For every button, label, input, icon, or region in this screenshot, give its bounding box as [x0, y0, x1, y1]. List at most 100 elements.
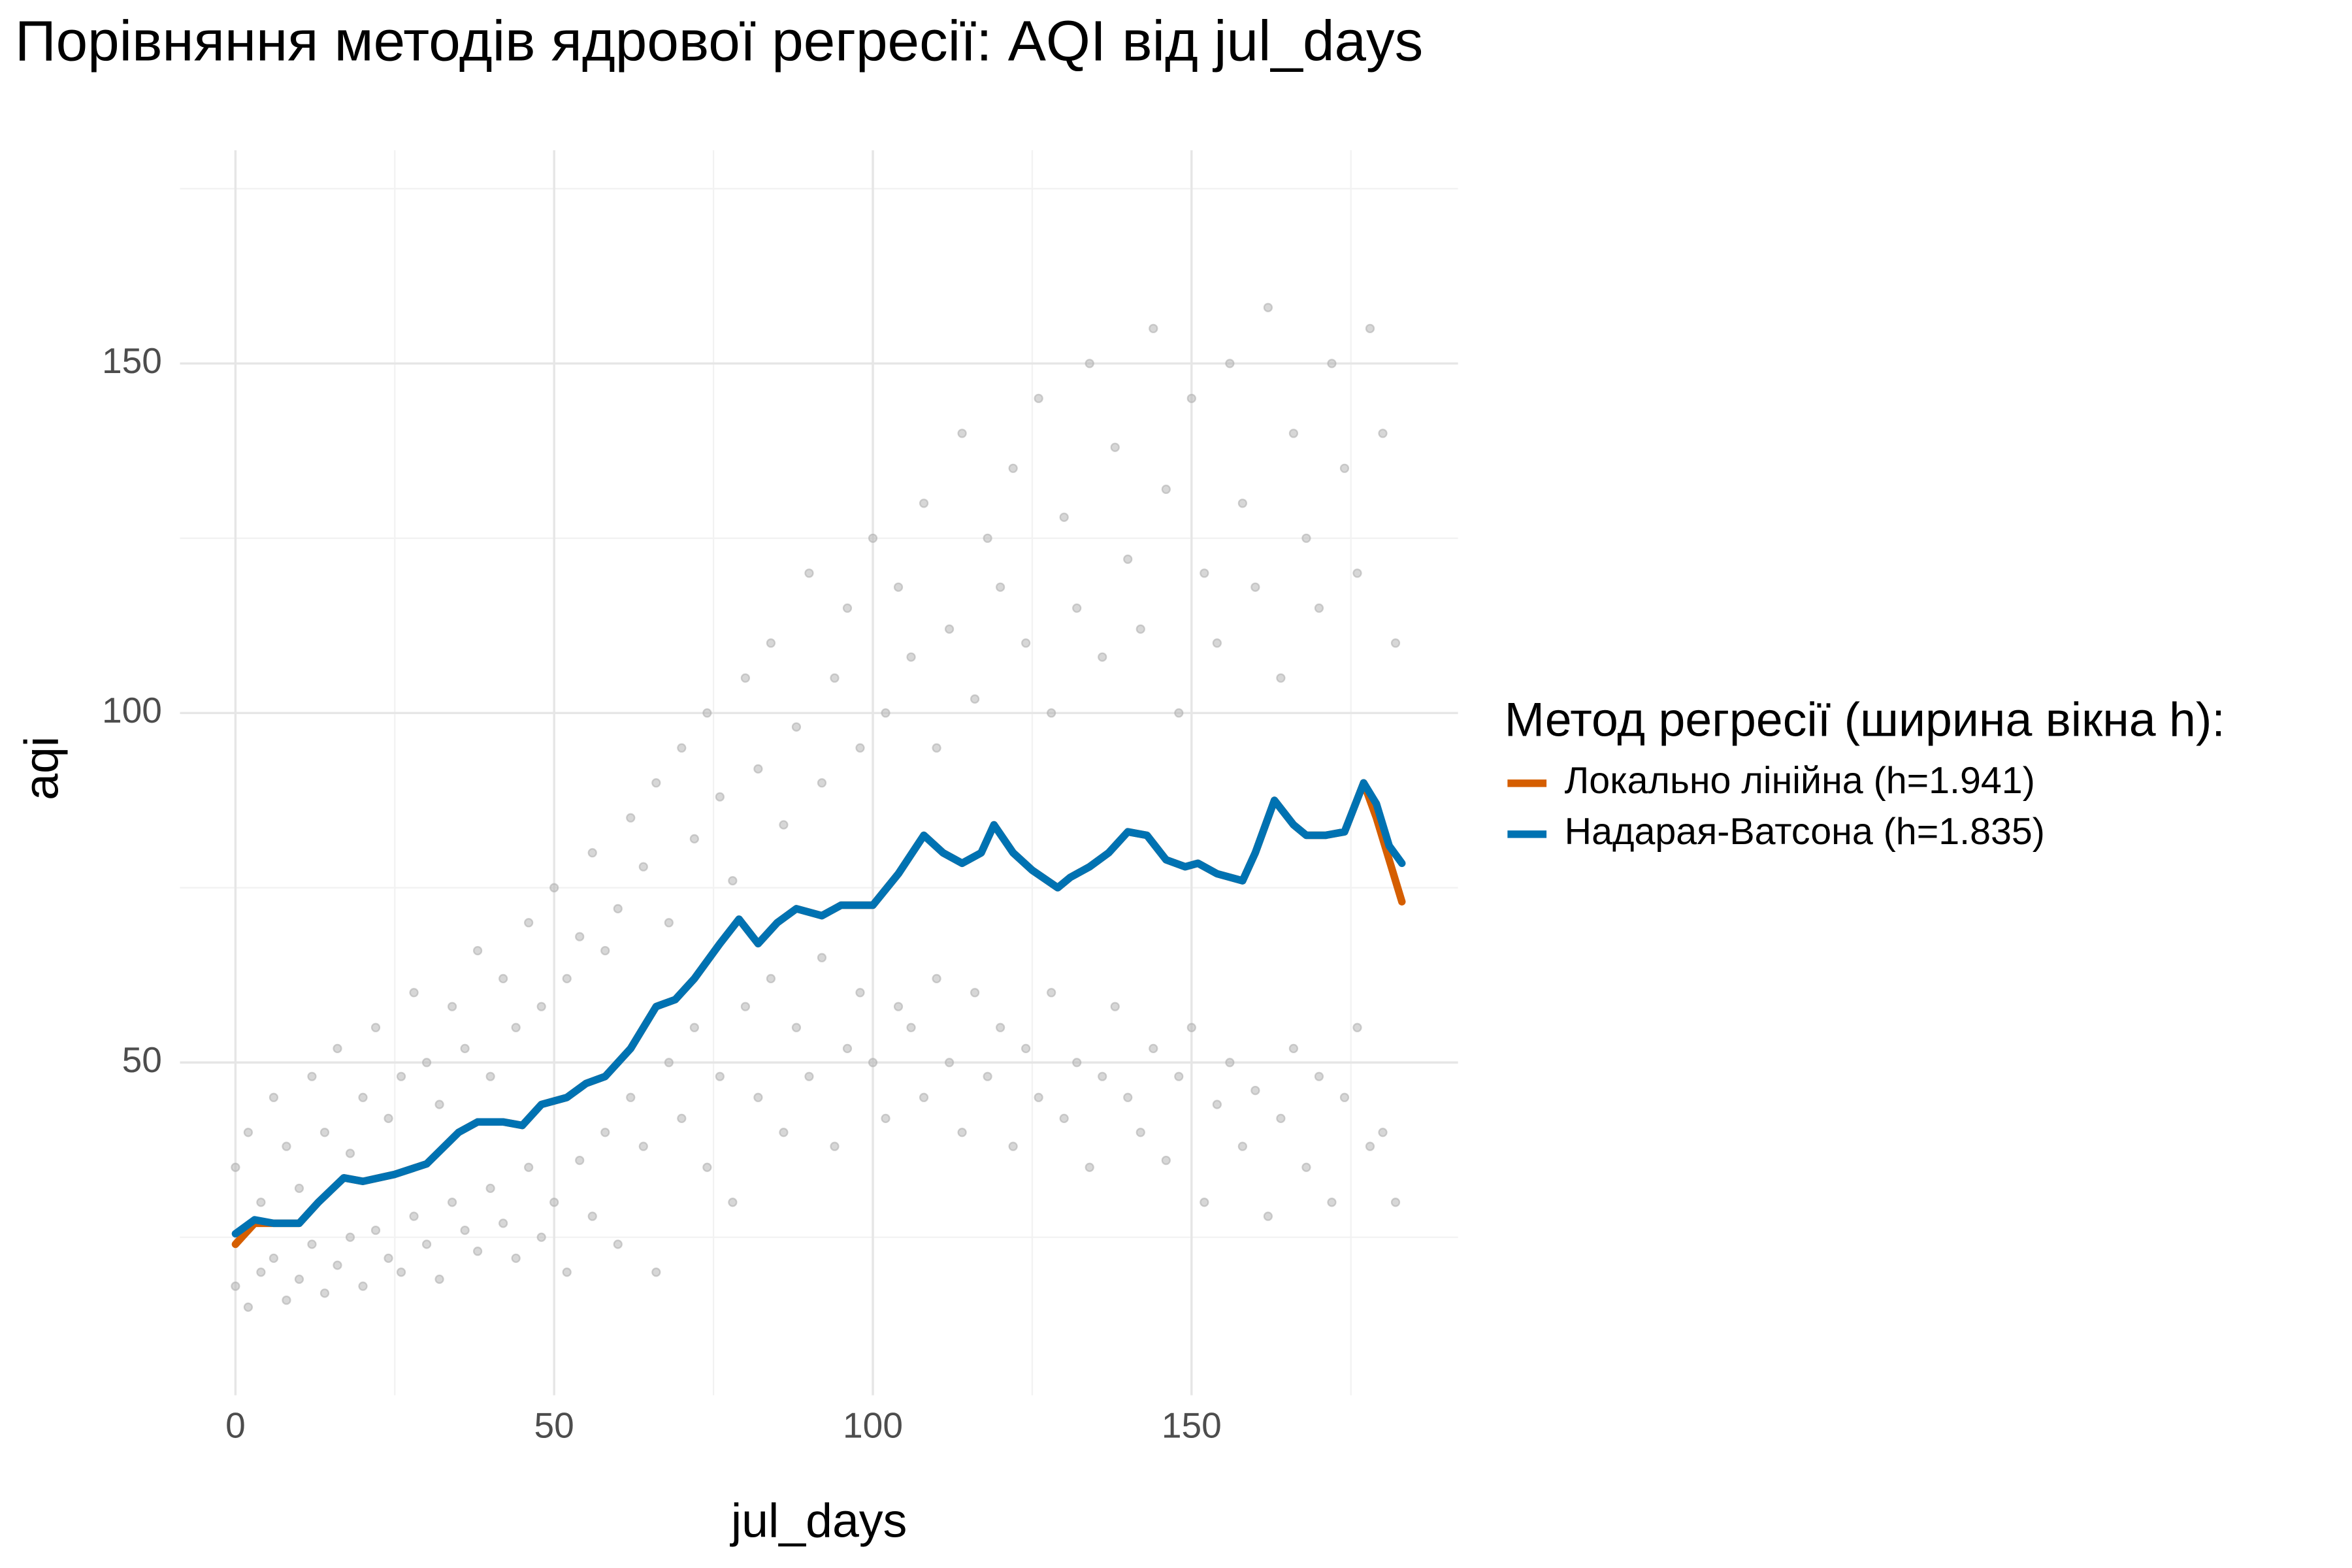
- scatter-point: [753, 764, 763, 774]
- scatter-point: [587, 1211, 597, 1221]
- scatter-point: [1200, 568, 1209, 578]
- scatter-point: [1085, 1162, 1094, 1172]
- scatter-point: [1250, 582, 1260, 592]
- scatter-point: [1365, 1141, 1375, 1151]
- scatter-point: [333, 1043, 342, 1054]
- scatter-point: [1059, 1113, 1069, 1123]
- scatter-point: [715, 792, 725, 802]
- scatter-point: [256, 1198, 266, 1207]
- scatter-point: [1250, 1085, 1260, 1096]
- scatter-point: [434, 1100, 444, 1109]
- scatter-point: [1390, 638, 1401, 648]
- scatter-point: [1276, 673, 1286, 683]
- scatter-point: [243, 1302, 253, 1312]
- scatter-point: [1365, 323, 1375, 333]
- scatter-point: [1276, 1113, 1286, 1123]
- scatter-point: [384, 1113, 393, 1123]
- scatter-point: [677, 1113, 687, 1123]
- scatter-point: [689, 1022, 699, 1032]
- scatter-point: [804, 568, 814, 578]
- scatter-point: [638, 1141, 648, 1151]
- scatter-point: [881, 708, 890, 718]
- scatter-point: [1314, 1071, 1324, 1081]
- scatter-point: [1390, 1198, 1401, 1207]
- scatter-point: [524, 1162, 534, 1172]
- scatter-point: [1034, 1092, 1043, 1102]
- scatter-point: [740, 673, 751, 683]
- regression-line: [231, 779, 1406, 1238]
- legend-label: Надарая-Ватсона (h=1.835): [1565, 811, 2045, 853]
- x-tick-label: 150: [1162, 1405, 1222, 1446]
- scatter-point: [944, 624, 955, 634]
- scatter-point: [358, 1281, 368, 1291]
- scatter-point: [1263, 302, 1273, 312]
- scatter-point: [447, 1198, 457, 1207]
- scatter-point: [370, 1022, 381, 1032]
- scatter-point: [1212, 1100, 1222, 1109]
- scatter-point: [511, 1022, 521, 1032]
- scatter-point: [932, 743, 941, 753]
- scatter-point: [1021, 1043, 1031, 1054]
- scatter-point: [613, 1239, 623, 1249]
- scatter-point: [677, 743, 687, 753]
- scatter-point: [511, 1253, 521, 1263]
- scatter-point: [868, 1058, 878, 1068]
- scatter-point: [906, 652, 916, 662]
- scatter-point: [536, 1232, 546, 1242]
- scatter-point: [1174, 708, 1184, 718]
- scatter-point: [1339, 1092, 1350, 1102]
- scatter-point: [1225, 1058, 1235, 1068]
- scatter-point: [664, 918, 674, 928]
- scatter-point: [957, 429, 967, 438]
- scatter-point: [893, 582, 904, 592]
- scatter-point: [944, 1058, 955, 1068]
- scatter-point: [434, 1274, 444, 1284]
- scatter-point: [269, 1253, 279, 1263]
- scatter-point: [626, 1092, 636, 1102]
- scatter-point: [498, 973, 508, 984]
- scatter-point: [779, 1128, 789, 1137]
- scatter-point: [485, 1183, 495, 1193]
- scatter-point: [1047, 988, 1056, 998]
- scatter-point: [370, 1225, 381, 1235]
- scatter-point: [1098, 652, 1107, 662]
- scatter-point: [1110, 1002, 1120, 1011]
- scatter-point: [562, 1267, 572, 1277]
- scatter-point: [817, 778, 827, 788]
- scatter-point: [549, 1198, 559, 1207]
- scatter-point: [396, 1267, 406, 1277]
- scatter-point: [702, 1162, 712, 1172]
- scatter-point: [868, 533, 878, 543]
- scatter-point: [421, 1239, 432, 1249]
- y-axis-title: aqi: [14, 736, 68, 800]
- scatter-point: [791, 722, 802, 732]
- scatter-point: [333, 1260, 342, 1270]
- scatter-point: [1161, 484, 1171, 495]
- scatter-point: [1110, 442, 1120, 452]
- scatter-point: [728, 875, 738, 886]
- regression-line: [231, 779, 1406, 1249]
- scatter-point: [1186, 1022, 1196, 1032]
- scatter-point: [664, 1058, 674, 1068]
- scatter-point: [1123, 1092, 1133, 1102]
- scatter-point: [1085, 359, 1094, 368]
- scatter-point: [1339, 463, 1350, 473]
- scatter-point: [524, 918, 534, 928]
- scatter-point: [855, 988, 865, 998]
- x-tick-label: 0: [225, 1405, 246, 1446]
- scatter-point: [728, 1198, 738, 1207]
- scatter-point: [358, 1092, 368, 1102]
- scatter-point: [1149, 1043, 1158, 1054]
- scatter-point: [1301, 533, 1311, 543]
- scatter-point: [575, 932, 585, 941]
- scatter-point: [231, 1162, 240, 1172]
- scatter-point: [893, 1002, 904, 1011]
- scatter-point: [600, 945, 610, 956]
- y-tick-label: 150: [102, 340, 162, 381]
- scatter-point: [842, 1043, 853, 1054]
- scatter-point: [256, 1267, 266, 1277]
- scatter-point: [766, 638, 776, 648]
- scatter-point: [779, 820, 789, 830]
- scatter-point: [1021, 638, 1031, 648]
